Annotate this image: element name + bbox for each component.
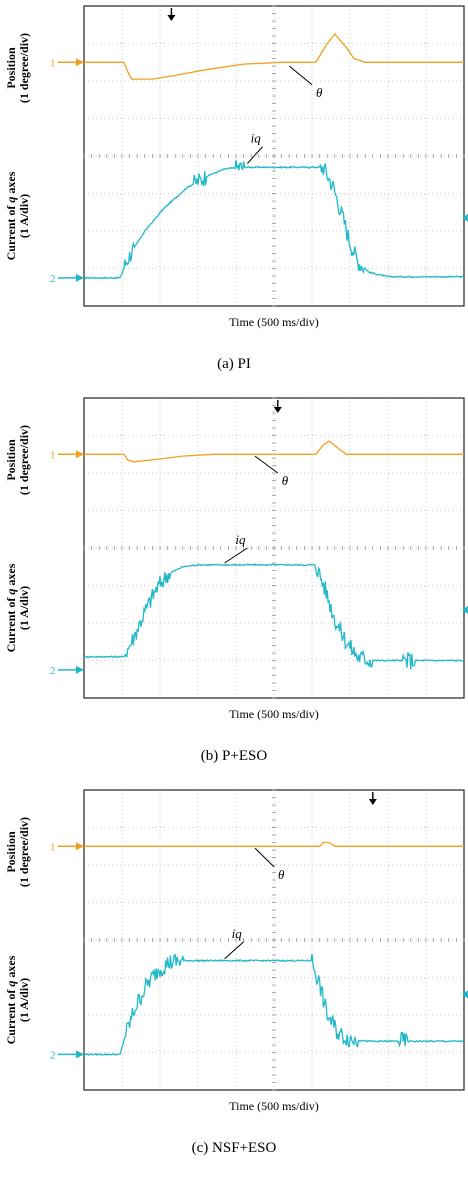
trigger-arrow-icon — [167, 15, 176, 21]
channel-marker-label: 1 — [50, 841, 56, 853]
y-label-line: (1 degree/div) — [17, 424, 31, 496]
level-arrow-icon — [462, 605, 468, 614]
scope-plot: 1 2 θ iq Time (500 ms/div) — [50, 397, 468, 721]
x-axis-label: Time (500 ms/div) — [229, 1099, 319, 1113]
channel-marker-label: 2 — [50, 665, 56, 677]
y-axis-label-current: Current of q axes (1 A/div) — [4, 533, 31, 683]
annotation-theta: θ — [282, 473, 289, 488]
annotation-leader — [254, 847, 275, 868]
channel-arrow-icon — [76, 450, 84, 459]
scope-plot: 1 2 θ iq Time (500 ms/div) — [50, 789, 468, 1113]
annotation-leader — [224, 941, 244, 960]
y-label-line: (1 A/div) — [17, 585, 31, 631]
annotation-iq: iq — [232, 926, 243, 941]
trigger-arrow-icon — [273, 407, 282, 413]
channel-arrow-icon — [76, 1050, 84, 1059]
y-label-line: (1 degree/div) — [17, 816, 31, 888]
panel-caption: (c) NSF+ESO — [191, 1140, 277, 1156]
position-trace — [84, 440, 464, 463]
channel-marker-label: 2 — [50, 273, 56, 285]
channel-marker-label: 2 — [50, 1049, 56, 1061]
scope-plot: 1 2 θ iq Time (500 ms/div) — [50, 5, 468, 329]
y-label-line: (1 degree/div) — [17, 32, 31, 104]
y-label-line: (1 A/div) — [17, 977, 31, 1023]
current-trace — [83, 563, 465, 670]
channel-marker-label: 1 — [50, 57, 56, 69]
channel-arrow-icon — [76, 58, 84, 67]
annotation-leader — [288, 65, 313, 86]
channel-arrow-icon — [76, 665, 84, 674]
current-trace — [84, 160, 465, 280]
trigger-arrow-icon — [368, 799, 377, 805]
position-trace — [84, 841, 464, 847]
annotation-leader — [224, 547, 248, 564]
scope-panel-1: 1 2 θ iq Time (500 ms/div) Position (1 degree/… — [0, 0, 468, 390]
y-label-line: (1 A/div) — [17, 193, 31, 239]
level-arrow-icon — [462, 990, 468, 999]
x-axis-label: Time (500 ms/div) — [229, 707, 319, 721]
x-axis-label: Time (500 ms/div) — [229, 315, 319, 329]
scope-panel-2: 1 2 θ iq Time (500 ms/div) Position (1 degree/… — [0, 392, 468, 782]
panel-caption: (a) PI — [217, 356, 251, 372]
level-arrow-icon — [462, 213, 468, 222]
annotation-iq: iq — [235, 532, 246, 547]
annotation-theta: θ — [278, 867, 285, 882]
channel-arrow-icon — [76, 842, 84, 851]
panel-caption: (b) P+ESO — [200, 748, 268, 764]
annotation-theta: θ — [316, 85, 323, 100]
annotation-leader — [254, 455, 279, 474]
y-axis-label-position: Position (1 degree/div) — [4, 13, 31, 123]
channel-arrow-icon — [76, 273, 84, 282]
current-trace — [83, 953, 465, 1057]
scope-panel-3: 1 2 θ iq Time (500 ms/div) Position (1 degree/… — [0, 784, 468, 1174]
annotation-leader — [247, 146, 263, 164]
channel-marker-label: 1 — [50, 449, 56, 461]
y-axis-label-position: Position (1 degree/div) — [4, 405, 31, 515]
y-axis-label-current: Current of q axes (1 A/div) — [4, 925, 31, 1075]
y-axis-label-current: Current of q axes (1 A/div) — [4, 141, 31, 291]
position-trace — [84, 33, 464, 80]
annotation-iq: iq — [251, 131, 262, 146]
y-axis-label-position: Position (1 degree/div) — [4, 797, 31, 907]
